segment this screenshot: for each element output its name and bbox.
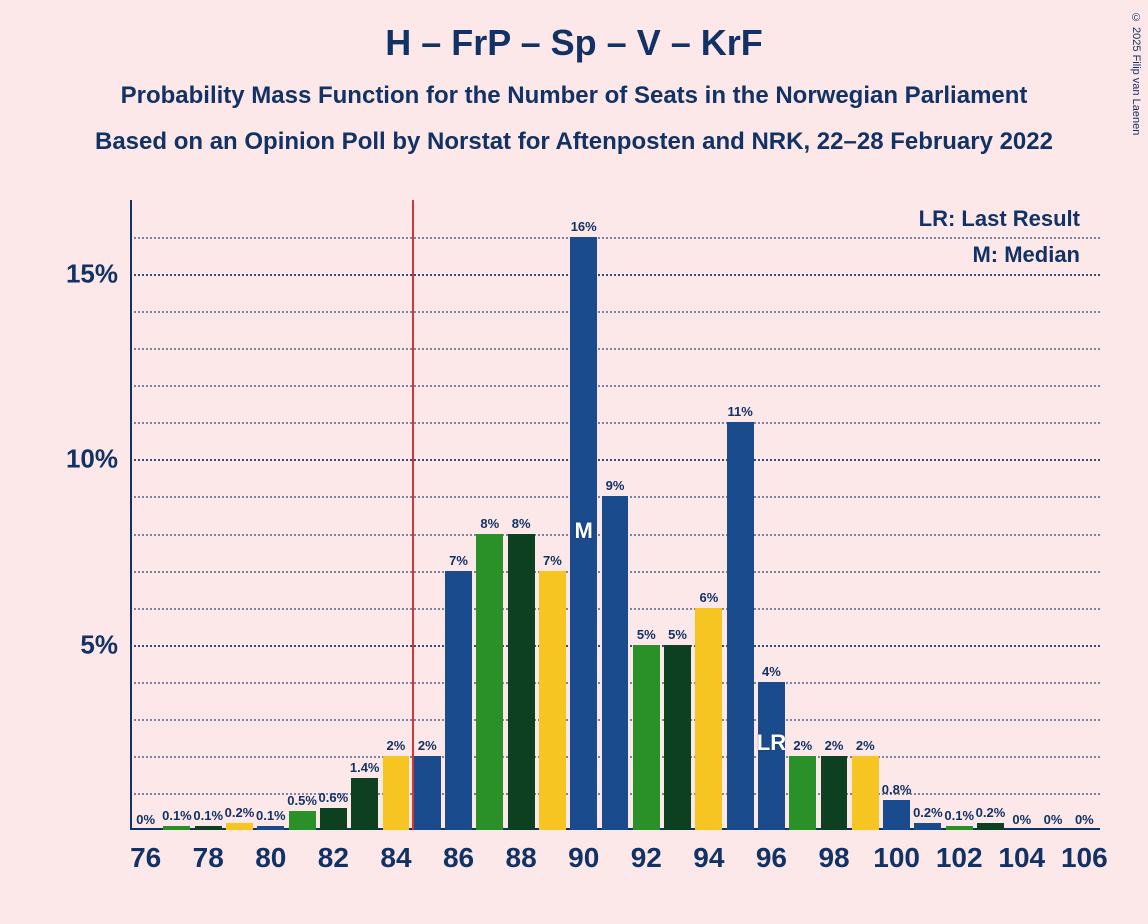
bar-value-label: 0.1% xyxy=(162,808,192,823)
bar-value-label: 0.1% xyxy=(256,808,286,823)
legend-median: M: Median xyxy=(919,242,1080,268)
bar: 0.2% xyxy=(226,823,253,830)
bar-value-label: 0.5% xyxy=(287,793,317,808)
bar: 8% xyxy=(508,534,535,830)
bar: 0.1% xyxy=(257,826,284,830)
last-result-marker: LR xyxy=(757,730,786,756)
bar: 0.2% xyxy=(914,823,941,830)
x-tick-label: 102 xyxy=(936,842,983,874)
bar-value-label: 9% xyxy=(606,478,625,493)
gridline xyxy=(130,348,1100,350)
bar: 0.8% xyxy=(883,800,910,830)
bar-value-label: 8% xyxy=(512,516,531,531)
bar-value-label: 0.1% xyxy=(193,808,223,823)
bar-value-label: 11% xyxy=(728,404,753,419)
bar: 2% xyxy=(414,756,441,830)
bar-value-label: 0% xyxy=(1044,812,1063,827)
x-tick-label: 84 xyxy=(380,842,411,874)
y-tick-label: 10% xyxy=(66,444,118,475)
x-tick-label: 76 xyxy=(130,842,161,874)
x-tick-label: 80 xyxy=(255,842,286,874)
bar: 0.1% xyxy=(946,826,973,830)
bar-value-label: 0.2% xyxy=(225,805,255,820)
x-tick-label: 106 xyxy=(1061,842,1108,874)
copyright-text: © 2025 Filip van Laenen xyxy=(1130,12,1142,135)
bar-value-label: 2% xyxy=(825,738,844,753)
bar-value-label: 2% xyxy=(387,738,406,753)
bar: 2% xyxy=(383,756,410,830)
chart-plot-area: LR: Last Result M: Median 0%0.1%0.1%0.2%… xyxy=(130,200,1100,830)
gridline xyxy=(130,311,1100,313)
x-tick-label: 100 xyxy=(873,842,920,874)
gridline xyxy=(130,274,1100,276)
chart-legend: LR: Last Result M: Median xyxy=(919,206,1080,278)
chart-subtitle-1: Probability Mass Function for the Number… xyxy=(0,64,1148,110)
bar-value-label: 7% xyxy=(449,553,468,568)
bar-value-label: 5% xyxy=(668,627,687,642)
gridline xyxy=(130,459,1100,461)
bar-value-label: 2% xyxy=(418,738,437,753)
bar: 1.4% xyxy=(351,778,378,830)
chart-subtitle-2: Based on an Opinion Poll by Norstat for … xyxy=(0,110,1148,156)
median-marker: M xyxy=(575,518,593,544)
bar-value-label: 0% xyxy=(1075,812,1094,827)
bar: 5% xyxy=(664,645,691,830)
x-tick-label: 78 xyxy=(193,842,224,874)
bar: 8% xyxy=(476,534,503,830)
bar-value-label: 8% xyxy=(480,516,499,531)
reference-line xyxy=(412,200,414,830)
bar-value-label: 0% xyxy=(1012,812,1031,827)
bar: 0.5% xyxy=(289,811,316,830)
bar-value-label: 0.2% xyxy=(976,805,1006,820)
bar: 11% xyxy=(727,422,754,830)
bar-value-label: 4% xyxy=(762,664,781,679)
bar: 7% xyxy=(539,571,566,830)
x-tick-label: 96 xyxy=(756,842,787,874)
bar-value-label: 0.1% xyxy=(944,808,974,823)
bar: 9% xyxy=(602,496,629,830)
bar: 0.1% xyxy=(195,826,222,830)
bar: 5% xyxy=(633,645,660,830)
bar-value-label: 2% xyxy=(793,738,812,753)
bar-value-label: 0% xyxy=(136,812,155,827)
x-tick-label: 82 xyxy=(318,842,349,874)
bar: 2% xyxy=(852,756,879,830)
x-tick-label: 92 xyxy=(631,842,662,874)
x-tick-label: 94 xyxy=(693,842,724,874)
legend-last-result: LR: Last Result xyxy=(919,206,1080,232)
bar: 2% xyxy=(789,756,816,830)
gridline xyxy=(130,422,1100,424)
bar-value-label: 5% xyxy=(637,627,656,642)
bar-value-label: 0.8% xyxy=(882,782,912,797)
bar: 0.2% xyxy=(977,823,1004,830)
bar-value-label: 2% xyxy=(856,738,875,753)
bar-value-label: 6% xyxy=(699,590,718,605)
bar-value-label: 0.6% xyxy=(319,790,349,805)
gridline xyxy=(130,385,1100,387)
bar: 0.6% xyxy=(320,808,347,830)
x-tick-label: 104 xyxy=(998,842,1045,874)
x-tick-label: 90 xyxy=(568,842,599,874)
y-axis xyxy=(130,200,132,830)
x-tick-label: 98 xyxy=(818,842,849,874)
bar: 6% xyxy=(695,608,722,830)
x-tick-label: 88 xyxy=(506,842,537,874)
gridline xyxy=(130,237,1100,239)
bar-value-label: 16% xyxy=(571,219,597,234)
x-tick-label: 86 xyxy=(443,842,474,874)
y-tick-label: 5% xyxy=(80,629,118,660)
bar: 2% xyxy=(821,756,848,830)
bar: 7% xyxy=(445,571,472,830)
bar-value-label: 7% xyxy=(543,553,562,568)
y-tick-label: 15% xyxy=(66,259,118,290)
bar: 0.1% xyxy=(163,826,190,830)
bar-value-label: 1.4% xyxy=(350,760,380,775)
chart-title: H – FrP – Sp – V – KrF xyxy=(0,0,1148,64)
bar-value-label: 0.2% xyxy=(913,805,943,820)
